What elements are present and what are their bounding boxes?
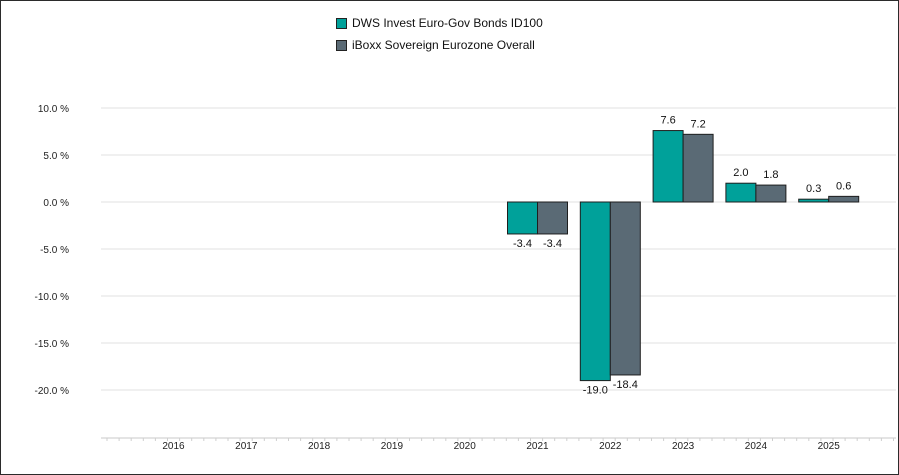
legend-label-benchmark: iBoxx Sovereign Eurozone Overall <box>352 38 535 52</box>
x-tick-label: 2025 <box>818 441 841 452</box>
y-tick-label: -20.0 % <box>35 386 70 397</box>
x-tick-label: 2022 <box>599 441 622 452</box>
bar <box>798 198 830 203</box>
legend: DWS Invest Euro-Gov Bonds ID100 iBoxx So… <box>336 12 543 56</box>
y-tick-label: -10.0 % <box>35 292 70 303</box>
data-label: -3.4 <box>513 238 532 250</box>
bar <box>537 201 568 235</box>
bar <box>682 133 714 203</box>
data-label: -19.0 <box>583 385 608 397</box>
bar <box>507 201 538 235</box>
x-tick-label: 2018 <box>308 441 331 452</box>
y-tick-label: 0.0 % <box>43 198 69 209</box>
data-label: 0.6 <box>836 180 851 192</box>
x-tick-label: 2020 <box>454 441 477 452</box>
data-label: 1.8 <box>763 169 778 181</box>
legend-label-fund: DWS Invest Euro-Gov Bonds ID100 <box>352 16 543 30</box>
bar <box>828 195 860 203</box>
bar <box>609 201 641 376</box>
legend-item-benchmark[interactable]: iBoxx Sovereign Eurozone Overall <box>336 34 543 56</box>
data-label: 7.2 <box>690 118 705 130</box>
y-tick-label: 10.0 % <box>38 104 69 115</box>
x-tick-label: 2024 <box>745 441 768 452</box>
y-tick-label: 5.0 % <box>43 151 69 162</box>
legend-swatch-benchmark <box>336 39 347 51</box>
data-label: 0.3 <box>806 183 821 195</box>
y-tick-label: -15.0 % <box>35 339 70 350</box>
x-tick-label: 2019 <box>381 441 404 452</box>
x-tick-label: 2017 <box>235 441 258 452</box>
bar <box>579 201 611 382</box>
legend-swatch-fund <box>336 17 347 29</box>
bar <box>652 130 684 203</box>
x-tick-label: 2023 <box>672 441 695 452</box>
data-label: 7.6 <box>660 115 675 127</box>
y-tick-label: -5.0 % <box>40 245 69 256</box>
data-label: -18.4 <box>613 379 638 391</box>
x-tick-label: 2021 <box>526 441 549 452</box>
bar <box>755 184 787 203</box>
x-tick-label: 2016 <box>162 441 185 452</box>
legend-item-fund[interactable]: DWS Invest Euro-Gov Bonds ID100 <box>336 12 543 34</box>
bar <box>725 182 757 203</box>
data-label: 2.0 <box>733 167 748 179</box>
data-label: -3.4 <box>543 238 562 250</box>
